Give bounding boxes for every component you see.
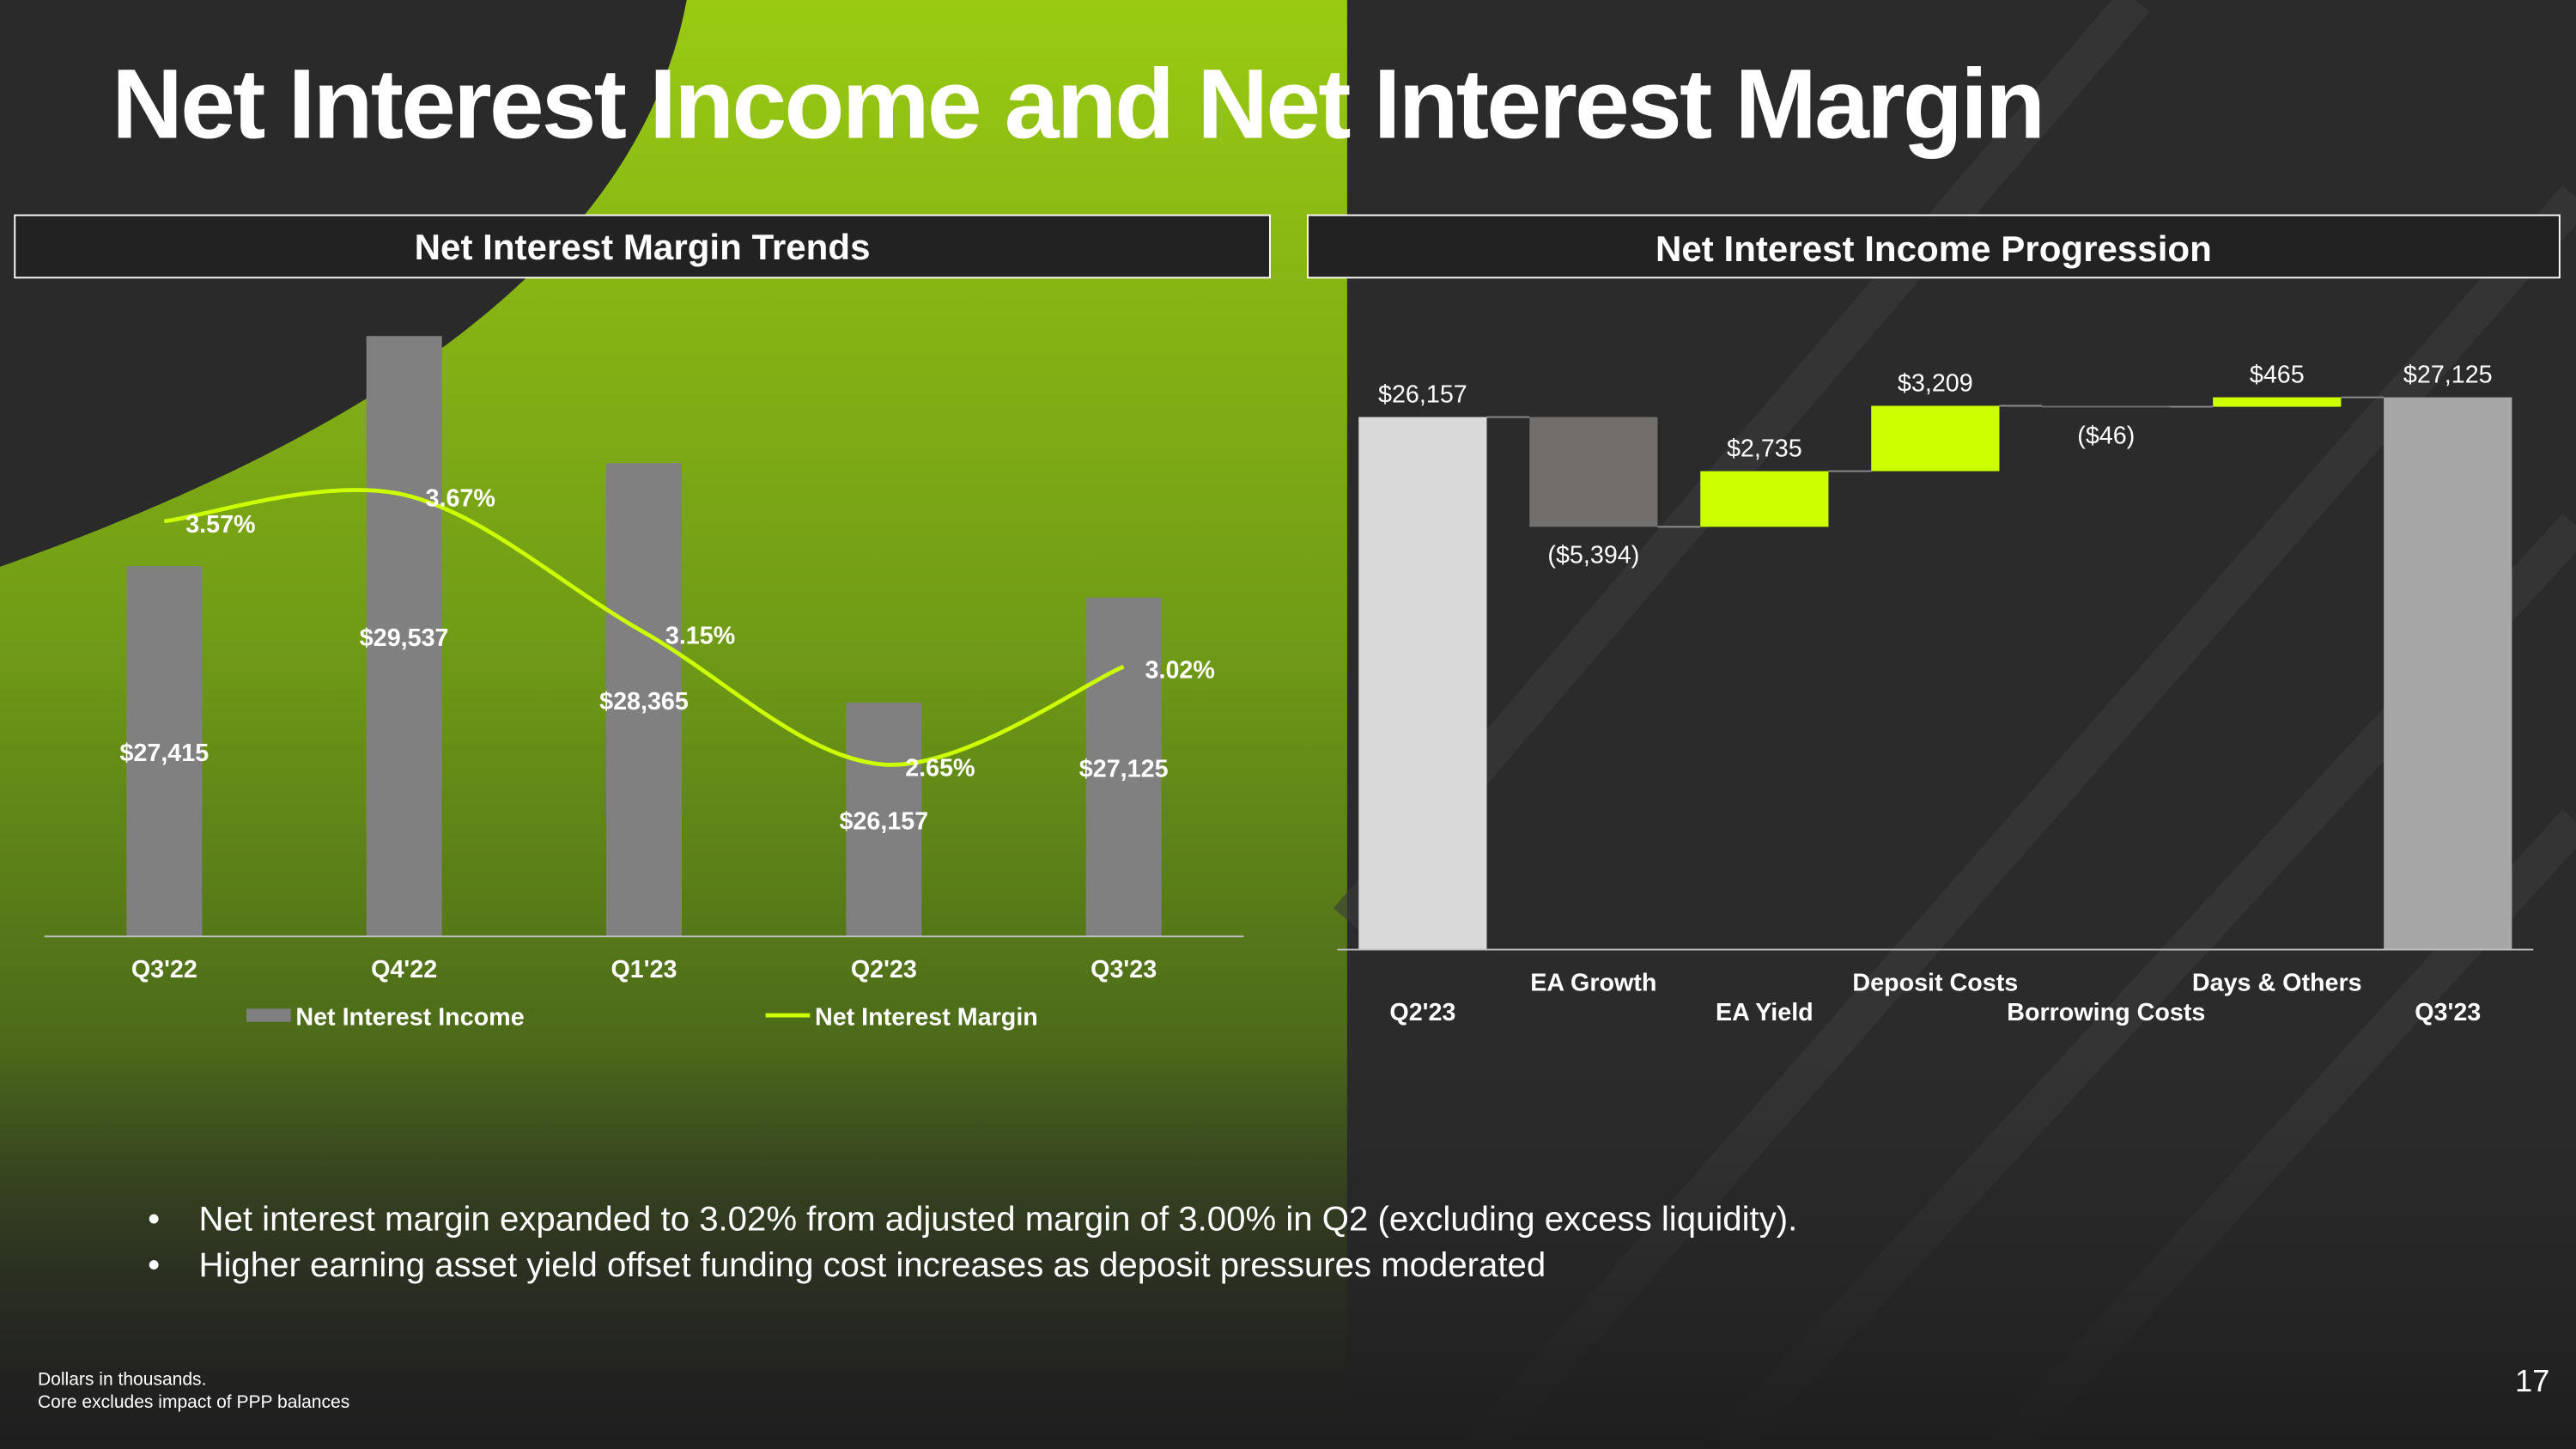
x-tick-label: Q3'23 xyxy=(2415,999,2481,1026)
data-label: 3.15% xyxy=(665,623,735,650)
waterfall-bar xyxy=(1358,417,1487,950)
legend-label: Net Interest Margin xyxy=(815,1004,1038,1032)
waterfall-bar xyxy=(1529,417,1658,527)
data-label: $3,209 xyxy=(1898,369,1973,397)
bar xyxy=(366,336,442,937)
data-label: $26,157 xyxy=(1378,381,1467,408)
panel-header xyxy=(14,214,1271,279)
data-label: $27,125 xyxy=(1079,755,1169,782)
data-label: $465 xyxy=(2250,361,2305,388)
x-tick-label: Borrowing Costs xyxy=(2007,999,2205,1026)
dark-curve xyxy=(0,0,687,567)
x-tick-label: Deposit Costs xyxy=(1852,969,2018,996)
x-tick-label: Q3'23 xyxy=(1091,956,1157,983)
footnote: Dollars in thousands. xyxy=(38,1369,206,1389)
bar xyxy=(605,463,683,937)
data-label: 3.57% xyxy=(185,511,255,539)
footnote: Core excludes impact of PPP balances xyxy=(38,1392,349,1412)
legend-swatch xyxy=(246,1008,291,1022)
x-tick-label: Q3'22 xyxy=(131,956,197,983)
page-number: 17 xyxy=(2515,1363,2549,1398)
data-label: $2,735 xyxy=(1727,435,1802,462)
x-tick-label: EA Yield xyxy=(1716,999,1814,1026)
margin-line xyxy=(164,488,1125,767)
waterfall-bar xyxy=(2384,397,2512,950)
waterfall-bar xyxy=(1871,405,2000,472)
data-label: $26,157 xyxy=(839,808,928,836)
data-label: 2.65% xyxy=(905,754,975,782)
x-tick-label: Q2'23 xyxy=(851,956,917,983)
bullet-glyph: • xyxy=(148,1200,160,1239)
x-tick-label: Q1'23 xyxy=(611,956,677,983)
data-label: $27,125 xyxy=(2403,361,2493,388)
data-label: ($5,394) xyxy=(1547,541,1639,569)
legend-label: Net Interest Income xyxy=(295,1004,524,1032)
bar xyxy=(1085,597,1162,937)
bottom-shade xyxy=(0,1051,2576,1449)
data-label: $27,415 xyxy=(119,740,209,767)
bullet-text: Higher earning asset yield offset fundin… xyxy=(199,1245,1546,1284)
bullet-text: Net interest margin expanded to 3.02% fr… xyxy=(199,1200,1798,1239)
x-tick-label: Q2'23 xyxy=(1389,999,1455,1026)
data-label: 3.02% xyxy=(1145,657,1215,685)
chart-title: Net Interest Margin Trends xyxy=(415,227,871,267)
chart-title: Net Interest Income Progression xyxy=(1656,228,2212,269)
data-label: 3.67% xyxy=(426,484,495,512)
waterfall-bar xyxy=(2213,397,2342,407)
data-label: ($46) xyxy=(2077,422,2135,449)
x-tick-label: Q4'22 xyxy=(371,956,437,983)
panel-header xyxy=(1307,214,2561,279)
bar xyxy=(846,702,922,937)
data-label: $29,537 xyxy=(360,624,449,652)
bar xyxy=(126,566,203,937)
waterfall-bar xyxy=(2042,405,2171,408)
waterfall-bar xyxy=(1700,471,1829,527)
x-tick-label: EA Growth xyxy=(1530,969,1656,996)
slide-title: Net Interest Income and Net Interest Mar… xyxy=(112,50,2043,160)
x-tick-label: Days & Others xyxy=(2192,969,2362,996)
data-label: $28,365 xyxy=(599,688,689,715)
bullet-glyph: • xyxy=(148,1245,160,1284)
